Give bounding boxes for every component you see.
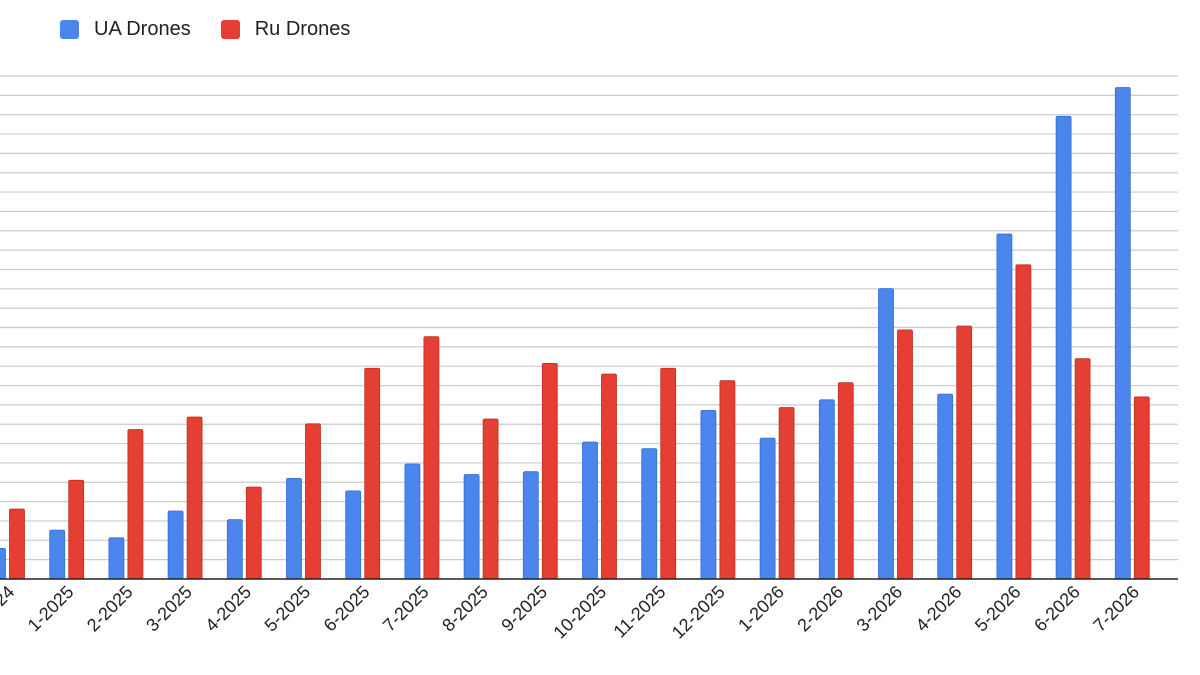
x-tick-labels: 12-2024 1-2025 2-2025 3-2025 4-2025 5-2025 6-2…	[0, 582, 1143, 643]
bars	[0, 87, 1150, 580]
bar-ua-4-2026	[937, 393, 954, 580]
x-tick-label: 7-2025	[379, 582, 433, 636]
bar-ru-2-2025	[127, 429, 144, 580]
bar-ua-12-2025	[700, 409, 717, 580]
legend-item-ru: Ru Drones	[220, 18, 351, 41]
legend-swatch-ua	[60, 20, 79, 39]
bar-ru-5-2026	[1015, 264, 1032, 580]
bar-ru-7-2025	[423, 336, 440, 580]
bar-ru-11-2025	[660, 367, 677, 580]
bar-ua-6-2026	[1055, 115, 1072, 580]
x-tick-label: 11-2025	[610, 582, 670, 642]
x-tick-label: 12-2025	[668, 582, 729, 643]
bar-ua-5-2026	[996, 233, 1013, 580]
x-tick-label: 12-2024	[0, 582, 18, 643]
bar-ru-2-2026	[837, 382, 854, 580]
bar-ru-9-2025	[541, 363, 558, 580]
bar-ua-5-2025	[286, 477, 302, 580]
bar-ua-7-2026	[1114, 87, 1131, 580]
x-tick-label: 10-2025	[549, 582, 610, 643]
x-tick-label: 9-2025	[497, 582, 551, 636]
bar-ua-6-2025	[345, 490, 362, 580]
bar-ru-1-2025	[68, 479, 85, 580]
legend-label-ru: Ru Drones	[254, 18, 351, 40]
bar-ru-10-2025	[601, 373, 617, 580]
chart-legend: UA Drones Ru Drones	[60, 18, 380, 41]
bar-ru-1-2026	[778, 407, 795, 580]
bar-ru-4-2025	[245, 486, 262, 580]
x-tick-label: 5-2026	[971, 582, 1025, 636]
bar-ru-6-2026	[1074, 358, 1091, 580]
bar-ru-7-2026	[1133, 396, 1150, 580]
x-tick-label: 2-2026	[793, 582, 847, 636]
x-tick-label: 4-2025	[201, 582, 255, 636]
bar-ru-8-2025	[482, 418, 499, 580]
bar-ua-1-2025	[49, 529, 66, 580]
legend-item-ua: UA Drones	[60, 18, 191, 41]
bar-ua-1-2026	[759, 437, 776, 580]
x-tick-label: 1-2026	[734, 582, 788, 636]
bar-ua-3-2026	[878, 288, 894, 580]
x-tick-label: 2-2025	[83, 582, 137, 636]
bar-ua-12-2024	[0, 547, 6, 580]
x-tick-label: 7-2026	[1089, 582, 1143, 636]
legend-swatch-ru	[220, 20, 240, 39]
legend-label-ua: UA Drones	[94, 18, 191, 40]
bar-ru-5-2025	[305, 423, 321, 580]
bar-ua-2-2026	[818, 399, 835, 580]
bar-ua-7-2025	[404, 463, 421, 580]
bar-ru-12-2025	[719, 380, 736, 580]
bar-ru-4-2026	[956, 325, 973, 580]
x-tick-label: 1-2025	[24, 582, 78, 636]
x-tick-label: 4-2026	[912, 582, 966, 636]
bar-ru-3-2026	[897, 329, 913, 580]
x-tick-label: 8-2025	[438, 582, 492, 636]
x-tick-label: 3-2025	[142, 582, 196, 636]
x-tick-label: 6-2025	[320, 582, 374, 636]
bar-ua-11-2025	[641, 448, 658, 580]
bar-ua-9-2025	[522, 471, 539, 580]
bar-ru-3-2025	[186, 416, 203, 580]
bar-ua-3-2025	[167, 510, 184, 580]
x-tick-label: 5-2025	[261, 582, 315, 636]
bar-ua-2-2025	[108, 537, 125, 580]
bar-ua-8-2025	[463, 474, 480, 580]
bar-ru-6-2025	[364, 367, 381, 580]
bar-ua-4-2025	[226, 519, 243, 580]
x-tick-label: 3-2026	[853, 582, 907, 636]
x-tick-label: 6-2026	[1030, 582, 1084, 636]
bar-ru-12-2024	[9, 508, 25, 580]
bar-ua-10-2025	[582, 441, 598, 580]
